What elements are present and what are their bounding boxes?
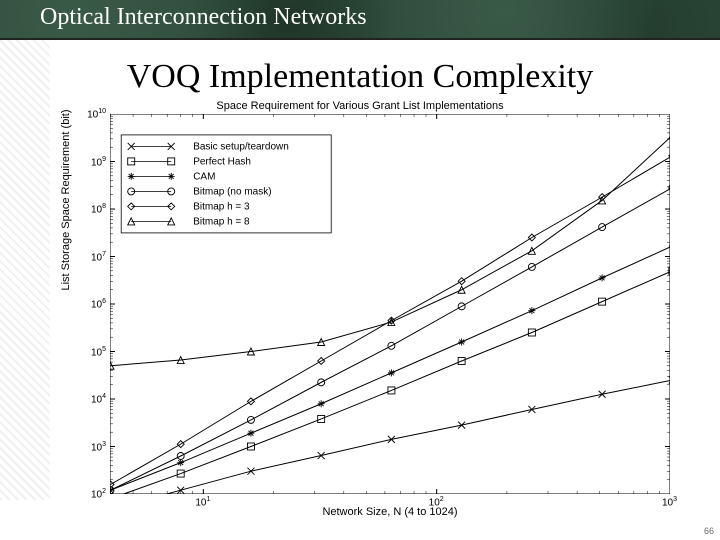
x-tick: 102 (429, 496, 444, 508)
svg-text:Bitmap h = 3: Bitmap h = 3 (193, 201, 250, 212)
y-tick: 107 (91, 251, 106, 263)
svg-text:CAM: CAM (193, 171, 215, 182)
y-tick: 108 (91, 203, 106, 215)
y-tick: 1010 (87, 108, 106, 120)
page-number: 66 (704, 526, 714, 536)
header-title: Optical Interconnection Networks (40, 4, 367, 31)
x-tick: 101 (195, 496, 210, 508)
svg-text:Bitmap h = 8: Bitmap h = 8 (193, 216, 250, 227)
y-tick: 102 (91, 488, 106, 500)
page-title: VOQ Implementation Complexity (0, 58, 720, 96)
chart-plot: Basic setup/teardown Perfect Hash CAM Bitma… (110, 114, 670, 494)
y-axis-label: List Storage Space Requirement (bit) (60, 90, 72, 310)
y-tick: 106 (91, 298, 106, 310)
y-tick: 104 (91, 393, 106, 405)
header-bar: Optical Interconnection Networks (0, 0, 720, 40)
x-tick: 103 (662, 496, 677, 508)
svg-text:Basic setup/teardown: Basic setup/teardown (193, 141, 289, 152)
x-axis-label: Network Size, N (4 to 1024) (110, 506, 670, 518)
y-tick: 103 (91, 441, 106, 453)
y-tick: 105 (91, 346, 106, 358)
y-tick: 109 (91, 156, 106, 168)
svg-text:Bitmap (no mask): Bitmap (no mask) (193, 186, 271, 197)
svg-text:Perfect Hash: Perfect Hash (193, 156, 251, 167)
chart-title: Space Requirement for Various Grant List… (0, 100, 720, 112)
